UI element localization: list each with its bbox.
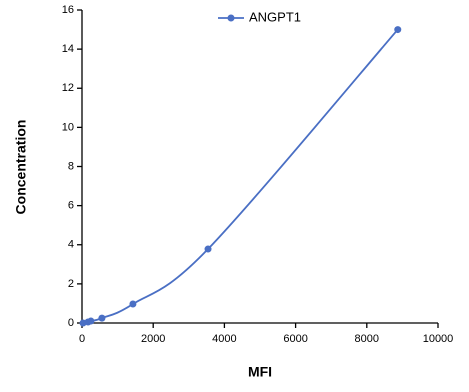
- x-tick-label: 4000: [212, 333, 236, 345]
- point: [394, 26, 402, 34]
- y-tick-label: 12: [62, 82, 74, 94]
- y-axis-title: Concentration: [13, 120, 29, 215]
- y-tick-label: 0: [68, 317, 74, 329]
- x-tick-label: 0: [79, 333, 85, 345]
- x-tick-label: 10000: [423, 333, 454, 345]
- y-tick-label: 10: [62, 121, 74, 133]
- y-tick-label: 6: [68, 200, 74, 212]
- y-tick-label: 8: [68, 160, 74, 172]
- legend-marker: [227, 14, 235, 22]
- y-tick-label: 4: [68, 239, 74, 251]
- x-axis-title: MFI: [248, 364, 272, 380]
- x-tick-label: 2000: [141, 333, 165, 345]
- point: [204, 245, 212, 253]
- legend-label: ANGPT1: [249, 9, 301, 24]
- point: [129, 300, 137, 308]
- point: [98, 314, 106, 322]
- y-tick-label: 14: [62, 43, 74, 55]
- y-tick-label: 2: [68, 278, 74, 290]
- point: [87, 317, 95, 325]
- line: [82, 28, 399, 324]
- y-tick-label: 16: [62, 4, 74, 16]
- x-tick-label: 8000: [355, 333, 379, 345]
- x-tick-label: 6000: [283, 333, 307, 345]
